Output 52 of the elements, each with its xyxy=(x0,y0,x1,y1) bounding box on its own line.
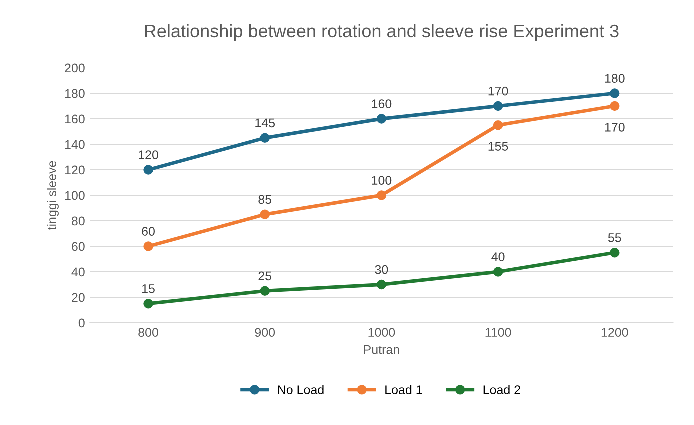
point xyxy=(144,165,154,175)
point xyxy=(493,120,504,130)
x-tick-label: 1100 xyxy=(486,328,512,338)
data-label: 25 xyxy=(258,272,272,281)
data-label: 180 xyxy=(605,74,625,83)
y-tick-label: 120 xyxy=(65,166,85,175)
y-tick-label: 200 xyxy=(65,64,85,73)
y-tick-label: 0 xyxy=(78,318,85,328)
data-label: 15 xyxy=(142,284,155,294)
point xyxy=(376,190,387,200)
data-label: 170 xyxy=(488,86,508,96)
data-label: 160 xyxy=(372,100,392,108)
y-tick-label: 40 xyxy=(72,268,85,277)
data-label: 170 xyxy=(605,122,625,132)
point xyxy=(144,299,154,309)
y-tick-label: 60 xyxy=(72,242,85,252)
y-axis-title: tinggi sleeve xyxy=(47,161,59,230)
x-tick-label: 800 xyxy=(138,328,158,338)
point xyxy=(376,114,387,124)
point xyxy=(610,88,620,98)
legend-label: No Load xyxy=(278,385,324,394)
legend-label: Load 2 xyxy=(484,385,520,394)
point xyxy=(376,280,387,290)
point xyxy=(493,267,504,277)
data-label: 55 xyxy=(608,234,622,242)
point xyxy=(260,133,270,143)
x-axis-title: Putran xyxy=(364,346,400,354)
chart-title: Relationship between rotation and sleeve rise Experiment 3 xyxy=(145,24,619,42)
data-label: 145 xyxy=(256,118,276,128)
y-tick-label: 20 xyxy=(72,293,85,302)
y-tick-label: 140 xyxy=(65,140,85,150)
x-tick-label: 900 xyxy=(255,328,276,338)
x-tick-label: 1200 xyxy=(602,328,628,338)
data-label: 85 xyxy=(258,195,272,204)
y-tick-label: 80 xyxy=(72,216,85,226)
data-label: 40 xyxy=(492,252,505,262)
data-label: 30 xyxy=(375,265,388,274)
point xyxy=(144,242,154,252)
data-label: 60 xyxy=(142,227,155,236)
legend-label: Load 1 xyxy=(386,385,422,394)
x-tick-label: 1000 xyxy=(368,328,396,338)
y-tick-label: 180 xyxy=(65,89,85,98)
point xyxy=(260,210,270,220)
data-label: 155 xyxy=(488,142,508,151)
point xyxy=(610,101,620,112)
point xyxy=(493,101,504,112)
point xyxy=(610,248,620,258)
data-label: 100 xyxy=(372,176,392,185)
data-label: 120 xyxy=(139,150,158,160)
point xyxy=(260,286,270,296)
y-tick-label: 160 xyxy=(65,114,85,124)
y-tick-label: 100 xyxy=(65,191,85,200)
